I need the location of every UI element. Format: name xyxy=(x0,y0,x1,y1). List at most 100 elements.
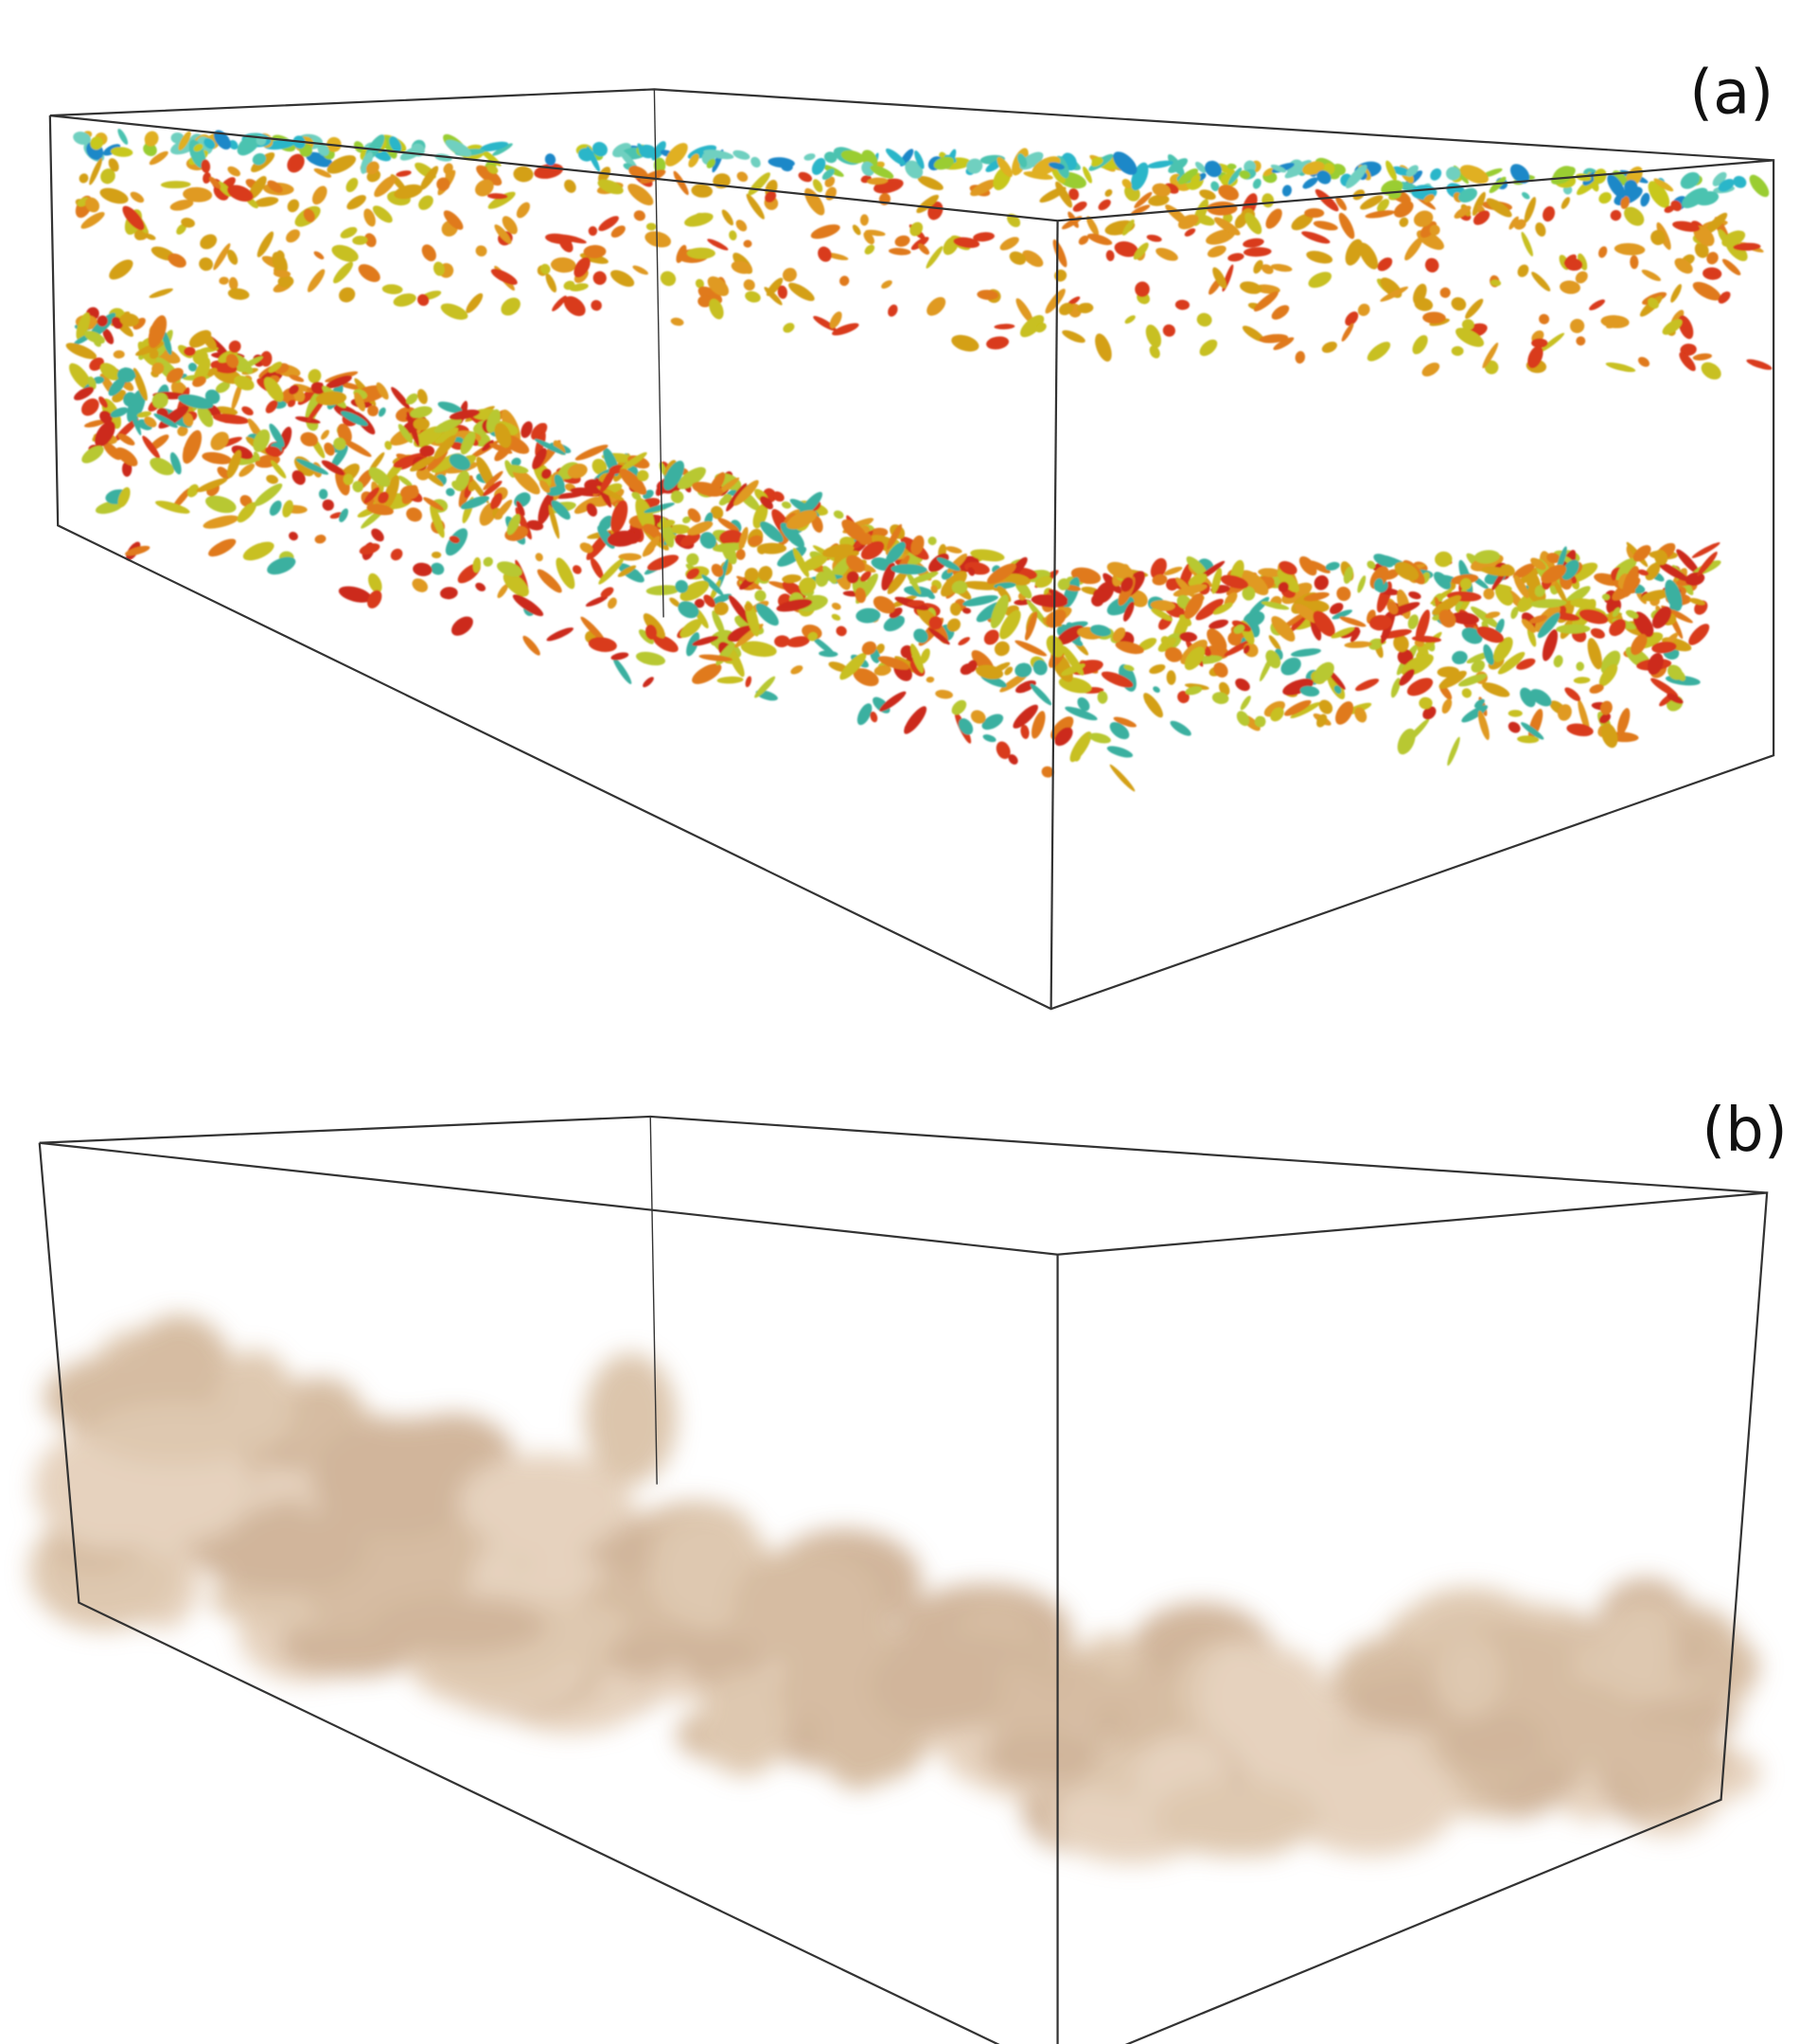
vortex xyxy=(966,158,983,174)
vortex xyxy=(269,500,282,516)
vortex xyxy=(1162,324,1175,337)
vortex xyxy=(289,375,305,382)
vortex xyxy=(318,488,328,500)
vortex xyxy=(433,434,457,459)
vortex xyxy=(958,637,970,646)
vortex xyxy=(663,460,685,491)
vortex xyxy=(1413,210,1434,227)
vortex xyxy=(721,209,733,226)
vortex xyxy=(686,247,715,259)
vortex xyxy=(1270,263,1293,273)
vortex xyxy=(539,263,551,274)
vortex xyxy=(1688,624,1710,645)
vortex xyxy=(821,168,835,181)
vortex xyxy=(619,468,647,495)
vortex xyxy=(675,579,689,593)
vortex xyxy=(831,602,841,610)
vortex xyxy=(330,445,348,469)
vortex xyxy=(491,143,513,156)
vortex xyxy=(754,590,767,602)
vortex xyxy=(633,210,645,221)
vortex xyxy=(475,582,486,591)
vortex xyxy=(331,244,359,262)
vortex xyxy=(1072,201,1087,212)
vortex xyxy=(273,270,291,278)
vortex xyxy=(1641,590,1670,602)
vortex xyxy=(1569,318,1585,333)
vortex xyxy=(314,534,326,544)
vortex xyxy=(339,287,356,303)
vortex xyxy=(859,571,872,582)
vortex xyxy=(1598,192,1612,204)
vortex xyxy=(838,550,859,560)
vortex xyxy=(904,706,927,734)
vortex xyxy=(1343,566,1353,584)
vortex xyxy=(212,414,250,425)
vortex xyxy=(1662,319,1683,335)
vortex xyxy=(267,180,283,193)
vortex xyxy=(142,435,161,459)
vortex xyxy=(366,503,394,516)
vortex xyxy=(600,467,616,493)
vortex xyxy=(1451,297,1467,311)
vortex xyxy=(531,422,548,440)
vortex xyxy=(449,409,480,420)
vortex xyxy=(1576,336,1586,346)
vortex xyxy=(1149,345,1160,359)
vortex xyxy=(1122,219,1135,236)
vortex xyxy=(1331,164,1346,176)
vortex xyxy=(1195,214,1215,226)
vortex xyxy=(727,625,756,643)
vortex xyxy=(340,226,358,238)
vortex xyxy=(1454,205,1472,219)
vortex xyxy=(1190,174,1201,185)
vortex xyxy=(610,270,635,287)
vortex xyxy=(712,610,725,636)
vortex xyxy=(856,608,881,624)
vortex xyxy=(432,261,445,276)
vortex xyxy=(83,330,105,344)
vortex xyxy=(358,264,380,282)
vortex xyxy=(873,595,895,614)
vortex xyxy=(711,563,724,577)
vortex xyxy=(94,340,101,347)
vortex xyxy=(1054,269,1067,282)
vortex xyxy=(378,491,389,504)
vortex xyxy=(1455,327,1485,347)
vortex xyxy=(1593,168,1607,185)
vortex xyxy=(311,185,327,205)
vortex xyxy=(1061,645,1085,676)
vortex xyxy=(1439,287,1451,298)
vortex xyxy=(483,470,503,491)
vortex xyxy=(1413,283,1427,305)
vortex xyxy=(1124,315,1136,325)
vortex xyxy=(434,427,459,444)
vortex xyxy=(1335,196,1347,211)
vortex xyxy=(1359,242,1379,270)
vortex xyxy=(1537,612,1561,639)
vortex xyxy=(215,381,230,394)
vortex xyxy=(735,220,748,232)
vortex xyxy=(1483,588,1495,600)
vortex xyxy=(346,195,366,210)
vortex xyxy=(317,143,329,156)
vortex xyxy=(1055,181,1073,208)
vortex xyxy=(1148,194,1170,206)
vortex xyxy=(359,543,380,555)
vortex xyxy=(888,304,898,317)
vortex xyxy=(1579,608,1609,625)
vortex xyxy=(204,389,221,404)
vortex xyxy=(476,165,503,186)
vortex xyxy=(80,211,105,229)
vortex xyxy=(1113,716,1137,728)
vortex xyxy=(1109,764,1136,792)
vortex xyxy=(1220,574,1249,590)
vortex xyxy=(556,557,575,590)
vortex xyxy=(1270,164,1287,173)
vortex xyxy=(597,179,624,195)
vortex xyxy=(888,248,911,256)
vortex xyxy=(679,580,710,602)
vortex xyxy=(643,523,660,536)
vortex xyxy=(873,664,891,677)
vortex xyxy=(1441,698,1453,714)
